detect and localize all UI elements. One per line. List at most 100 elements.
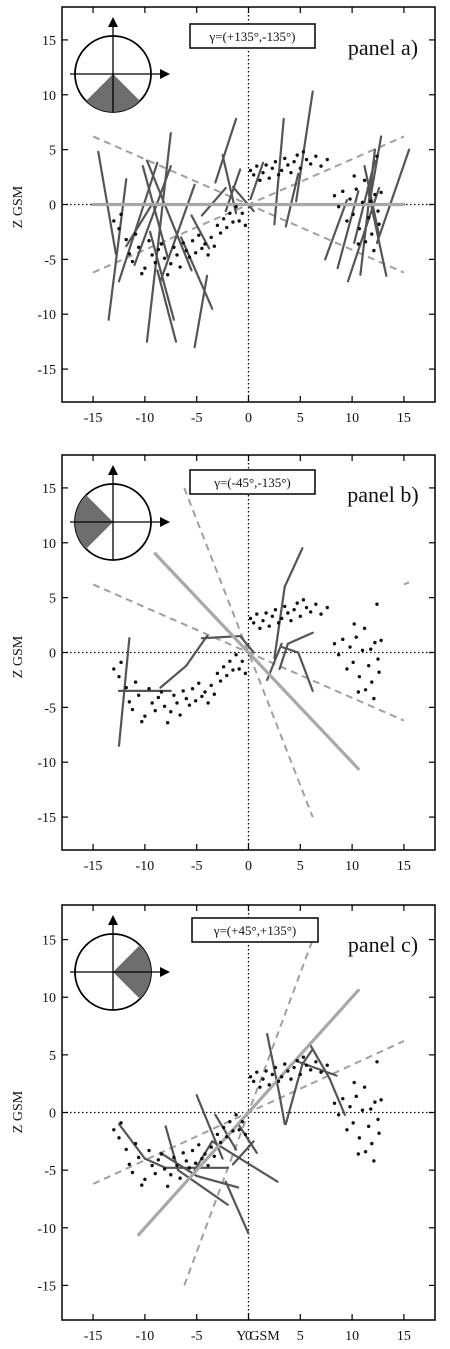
panel-c-segment-13 bbox=[237, 1122, 258, 1154]
panel-c-point-17 bbox=[169, 1173, 173, 1177]
panel-c-x-tick-label-5: 10 bbox=[345, 1329, 359, 1344]
panel-c-point-15 bbox=[162, 1167, 167, 1171]
panel-c-point-12 bbox=[153, 1171, 157, 1176]
panel-b-point-34 bbox=[221, 665, 226, 669]
panel-c-point-81 bbox=[362, 1085, 367, 1089]
panel-c-point-18 bbox=[172, 1155, 176, 1160]
panel-b-point-32 bbox=[215, 671, 220, 676]
panel-b-x-tick-label-4: 5 bbox=[297, 859, 304, 874]
panel-a-point-32 bbox=[215, 223, 220, 228]
panel-b-segment-10 bbox=[280, 645, 300, 654]
panel-a-point-25 bbox=[193, 251, 198, 255]
panel-a-point-57 bbox=[295, 153, 299, 157]
panel-b-point-24 bbox=[190, 687, 195, 691]
panel-b-segment-3 bbox=[185, 634, 209, 667]
panel-a-segment-27 bbox=[359, 148, 377, 276]
panel-b-guide-line-2 bbox=[403, 581, 410, 586]
panel-b-point-83 bbox=[372, 696, 376, 701]
panel-a-point-86 bbox=[352, 174, 356, 178]
panel-b-point-69 bbox=[348, 645, 352, 649]
panel-c-point-70 bbox=[351, 1121, 355, 1125]
panel-a-point-75 bbox=[366, 215, 371, 220]
panel-a-segment-20 bbox=[273, 117, 285, 226]
panel-b-point-58 bbox=[298, 614, 303, 618]
panel-c-x-tick-label-2: -5 bbox=[191, 1329, 203, 1344]
panel-a-point-29 bbox=[206, 253, 210, 257]
panel-a-point-35 bbox=[225, 225, 229, 230]
panel-a-point-48 bbox=[267, 176, 271, 180]
panel-c-point-42 bbox=[248, 1075, 253, 1079]
panel-c-point-46 bbox=[261, 1077, 265, 1081]
panel-a-point-23 bbox=[187, 255, 192, 259]
panel-a-segment-17 bbox=[231, 185, 255, 213]
panel-a-point-49 bbox=[270, 166, 275, 170]
panel-c-point-79 bbox=[379, 1098, 383, 1102]
panel-a-point-52 bbox=[279, 168, 284, 173]
panel-c-point-73 bbox=[360, 1108, 365, 1112]
panel-c-point-33 bbox=[218, 1140, 223, 1145]
panel-b-point-82 bbox=[356, 690, 361, 694]
panel-c-point-52 bbox=[279, 1075, 284, 1079]
panel-a-segment-15 bbox=[214, 117, 238, 184]
panel-c-y-tick-label-6: 15 bbox=[42, 934, 56, 949]
panel-b-plot-area bbox=[62, 455, 435, 850]
panel-a-point-37 bbox=[231, 220, 235, 224]
panel-b-point-25 bbox=[193, 699, 198, 703]
panel-b-point-2 bbox=[119, 660, 123, 665]
panel-a-segment-3 bbox=[125, 201, 155, 248]
panel-b-y-tick-label-0: -15 bbox=[37, 811, 56, 826]
panel-b-point-16 bbox=[165, 721, 170, 725]
panel-c-y-tick-label-4: 5 bbox=[49, 1049, 56, 1064]
panel-b-point-52 bbox=[279, 616, 284, 621]
panel-c-point-59 bbox=[301, 1055, 306, 1059]
panel-c-point-56 bbox=[292, 1065, 296, 1070]
panel-a-point-9 bbox=[143, 266, 147, 270]
panel-a-point-39 bbox=[237, 219, 241, 223]
panel-b-point-12 bbox=[153, 708, 157, 713]
panel-c-point-5 bbox=[130, 1170, 135, 1175]
panel-c-point-66 bbox=[336, 1113, 341, 1117]
panel-a-segment-10 bbox=[145, 132, 172, 343]
panel-a-segment-11 bbox=[180, 236, 214, 310]
panel-c-point-36 bbox=[228, 1120, 232, 1124]
panel-a-x-tick-label-4: 5 bbox=[297, 411, 304, 426]
panel-c-point-51 bbox=[276, 1079, 281, 1084]
panel-b-point-59 bbox=[301, 598, 306, 602]
panel-a-point-2 bbox=[119, 212, 123, 217]
panel-a-y-tick-label-0: -15 bbox=[37, 363, 56, 378]
panel-a-point-11 bbox=[150, 253, 154, 257]
panel-c-point-35 bbox=[225, 1135, 229, 1139]
panel-c-point-80 bbox=[375, 1060, 379, 1064]
panel-a-point-4 bbox=[127, 252, 132, 256]
panel-c-point-55 bbox=[289, 1077, 293, 1081]
panel-a-point-46 bbox=[261, 170, 265, 175]
panel-b-point-76 bbox=[370, 680, 374, 684]
panel-c-point-27 bbox=[200, 1156, 204, 1161]
panel-a-point-67 bbox=[341, 189, 345, 194]
panel-b-y-tick-label-6: 15 bbox=[42, 482, 56, 497]
panel-a-point-66 bbox=[336, 204, 341, 209]
panel-c-segment-12 bbox=[231, 1140, 255, 1166]
panel-c-point-85 bbox=[377, 1131, 381, 1135]
panel-a-segment-14 bbox=[200, 186, 227, 217]
panel-a-point-82 bbox=[356, 242, 361, 246]
panel-b-point-63 bbox=[319, 612, 323, 616]
panel-c-point-23 bbox=[187, 1166, 192, 1170]
panel-a-point-83 bbox=[372, 248, 376, 253]
panel-c-point-37 bbox=[231, 1129, 235, 1133]
panel-a-arrow-up-icon bbox=[108, 17, 118, 27]
panel-a-point-27 bbox=[200, 246, 204, 251]
y-axis-title-c: Z GSM bbox=[11, 1090, 26, 1133]
panel-b-y-tick-label-5: 10 bbox=[42, 537, 56, 552]
panel-a-point-63 bbox=[319, 164, 323, 168]
panel-c-point-41 bbox=[243, 1132, 248, 1137]
panel-a-point-71 bbox=[354, 187, 358, 191]
panel-a-point-19 bbox=[175, 253, 179, 257]
panel-c-point-76 bbox=[370, 1141, 374, 1146]
panel-a-chart: -15 -10 -5 0 5 10 15 -15 -10 -5 0 5 10 15 γ=(+135°,-13… bbox=[37, 6, 436, 426]
panel-b-y-tick-label-3: 0 bbox=[49, 647, 56, 662]
panel-a-segment-31 bbox=[369, 135, 383, 197]
panel-a-point-79 bbox=[379, 190, 383, 195]
panel-c-segment-9 bbox=[211, 1140, 279, 1183]
